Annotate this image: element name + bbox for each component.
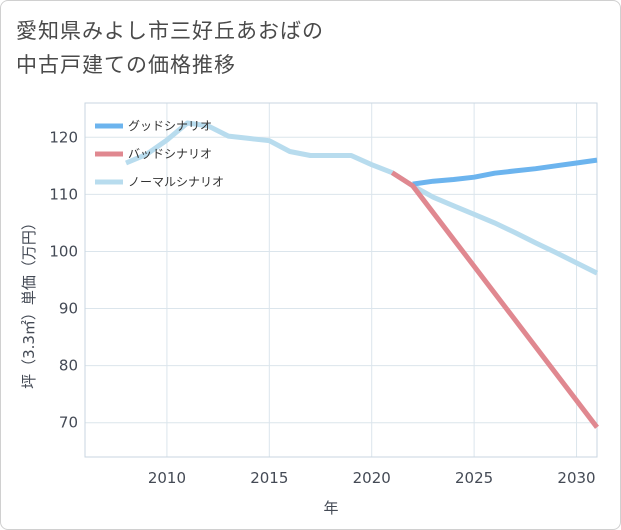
y-axis-ticks: 70 80 90 100 110 120: [49, 128, 78, 431]
series-line-3: [125, 120, 599, 276]
y-tick-label: 70: [59, 414, 78, 432]
x-tick-label: 2030: [557, 469, 595, 487]
plot-area-border: [84, 102, 598, 458]
legend-label: ノーマルシナリオ: [128, 175, 224, 189]
legend-label: バッドシナリオ: [128, 147, 212, 161]
legend-label: グッドシナリオ: [128, 119, 212, 133]
x-tick-label: 2025: [455, 469, 493, 487]
y-tick-label: 120: [49, 128, 78, 146]
y-tick-label: 100: [49, 242, 78, 260]
chart-title: 愛知県みよし市三好丘あおばの 中古戸建ての価格推移: [16, 14, 324, 82]
x-axis-title: 年: [323, 499, 338, 517]
chart-title-line-1: 愛知県みよし市三好丘あおばの: [16, 19, 324, 43]
x-tick-label: 2010: [148, 469, 186, 487]
chart-title-line-2: 中古戸建ての価格推移: [16, 53, 236, 77]
series-line-2: [390, 170, 599, 429]
series-lines: [125, 120, 599, 429]
y-axis-title: 坪（3.3㎡）単価（万円）: [20, 215, 38, 389]
x-tick-label: 2015: [250, 469, 288, 487]
x-axis-ticks: 2010 2015 2020 2025 2030: [148, 469, 596, 487]
x-tick-label: 2020: [353, 469, 391, 487]
series-line-1: [412, 157, 598, 187]
y-tick-label: 110: [49, 185, 78, 203]
y-tick-label: 90: [59, 300, 78, 318]
y-tick-label: 80: [59, 357, 78, 375]
